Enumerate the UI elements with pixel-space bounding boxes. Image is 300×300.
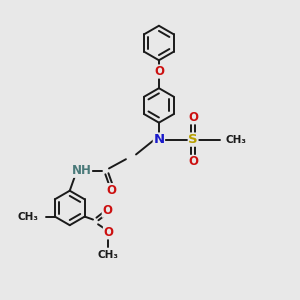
Text: CH₃: CH₃ <box>17 212 38 222</box>
Text: O: O <box>106 184 116 196</box>
Text: CH₃: CH₃ <box>98 250 119 260</box>
Text: O: O <box>188 155 198 168</box>
Text: N: N <box>153 133 164 146</box>
Text: O: O <box>154 65 164 78</box>
Text: NH: NH <box>72 164 92 177</box>
Text: S: S <box>188 133 198 146</box>
Text: O: O <box>188 111 198 124</box>
Text: O: O <box>102 204 112 217</box>
Text: O: O <box>103 226 113 239</box>
Text: CH₃: CH₃ <box>226 135 247 145</box>
